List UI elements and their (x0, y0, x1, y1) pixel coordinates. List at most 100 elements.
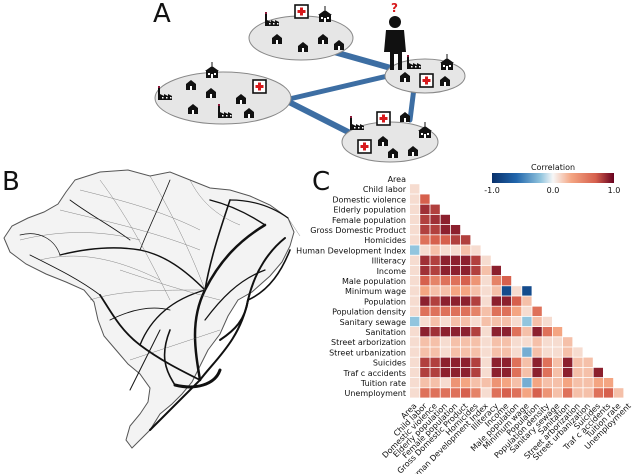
heatmap-cell (542, 327, 552, 337)
panel-a-city-network: A (153, 0, 466, 163)
panel-b-letter: B (2, 167, 20, 197)
heatmap-cell (410, 184, 420, 194)
heatmap-cell (481, 316, 491, 327)
heatmap-cell (532, 306, 542, 316)
heatmap-cell (552, 378, 563, 388)
heatmap-cell (461, 316, 471, 327)
heatmap-cell (481, 327, 491, 337)
heatmap-cell (420, 204, 430, 214)
heatmap-cell (471, 357, 481, 367)
heatmap-cell (430, 306, 440, 316)
heatmap-cell (593, 378, 603, 388)
heatmap-cell (430, 316, 440, 327)
heatmap-cell (491, 357, 501, 367)
heatmap-cell (450, 276, 461, 286)
heatmap-cell (450, 225, 461, 235)
heatmap-cell (501, 306, 512, 316)
heatmap-cell (410, 367, 420, 378)
heatmap-cell (461, 245, 471, 255)
heatmap-cell (430, 255, 440, 265)
heatmap-cell (430, 367, 440, 378)
heatmap-cell (501, 296, 512, 306)
heatmap-cell (491, 306, 501, 316)
heatmap-cell (410, 347, 420, 357)
heatmap-cell (440, 296, 450, 306)
heatmap-cell (491, 347, 501, 357)
heatmap-cell (461, 276, 471, 286)
heatmap-cell (440, 214, 450, 225)
heatmap-cell (410, 235, 420, 245)
colorbar-title: Correlation (531, 163, 575, 172)
heatmap-cell (410, 265, 420, 276)
heatmap-cell (450, 388, 461, 398)
heatmap-cell (461, 367, 471, 378)
heatmap-cell (450, 296, 461, 306)
heatmap-cell (410, 378, 420, 388)
city-node-left (154, 62, 292, 125)
heatmap-cell (512, 357, 522, 367)
heatmap-cell (461, 347, 471, 357)
heatmap-cell (450, 265, 461, 276)
heatmap-cell (430, 245, 440, 255)
heatmap-cell (481, 378, 491, 388)
heatmap-cell (410, 194, 420, 204)
heatmap-cell (532, 347, 542, 357)
heatmap-cell (501, 367, 512, 378)
heatmap-cell (420, 367, 430, 378)
heatmap-cell (563, 388, 573, 398)
heatmap-cell (450, 286, 461, 296)
heatmap-cell (440, 255, 450, 265)
row-label: Street arborization (331, 338, 406, 347)
heatmap-cell (440, 347, 450, 357)
heatmap-cell (542, 388, 552, 398)
heatmap-cell (430, 388, 440, 398)
heatmap-cell (420, 378, 430, 388)
heatmap-cell (471, 316, 481, 327)
heatmap-cell (522, 337, 532, 347)
row-label: Unemployment (345, 389, 407, 398)
panel-c-letter: C (312, 167, 330, 197)
heatmap-cell (532, 378, 542, 388)
heatmap-cell (410, 255, 420, 265)
heatmap-cell (420, 388, 430, 398)
heatmap-cell (491, 316, 501, 327)
city-node-bottom (341, 111, 439, 163)
heatmap-cell (522, 347, 532, 357)
row-label: Illiteracy (372, 257, 407, 266)
heatmap-cell (491, 265, 501, 276)
heatmap-cell (410, 296, 420, 306)
heatmap-cell (481, 306, 491, 316)
heatmap-cell (440, 276, 450, 286)
heatmap-cell (512, 316, 522, 327)
heatmap-cell (450, 235, 461, 245)
heatmap-cell (512, 378, 522, 388)
heatmap-cell (501, 378, 512, 388)
heatmap-cells (410, 184, 624, 398)
heatmap-cell (512, 296, 522, 306)
heatmap-cell (450, 367, 461, 378)
heatmap-cell (552, 337, 563, 347)
heatmap-cell (471, 327, 481, 337)
heatmap-cell (563, 357, 573, 367)
heatmap-cell (440, 378, 450, 388)
heatmap-cell (481, 367, 491, 378)
heatmap-cell (440, 286, 450, 296)
heatmap-cell (573, 347, 583, 357)
heatmap-cell (430, 296, 440, 306)
heatmap-cell (522, 296, 532, 306)
heatmap-cell (491, 296, 501, 306)
row-label: Population density (332, 308, 406, 317)
heatmap-cell (522, 286, 532, 296)
heatmap-cell (420, 265, 430, 276)
heatmap-cell (603, 388, 614, 398)
row-label: Homicides (364, 236, 406, 245)
heatmap-cell (532, 388, 542, 398)
heatmap-cell (430, 357, 440, 367)
row-label: Child labor (363, 185, 407, 194)
heatmap-cell (461, 327, 471, 337)
heatmap-cell (450, 337, 461, 347)
heatmap-cell (430, 327, 440, 337)
heatmap-cell (583, 357, 593, 367)
heatmap-cell (440, 306, 450, 316)
heatmap-cell (583, 378, 593, 388)
